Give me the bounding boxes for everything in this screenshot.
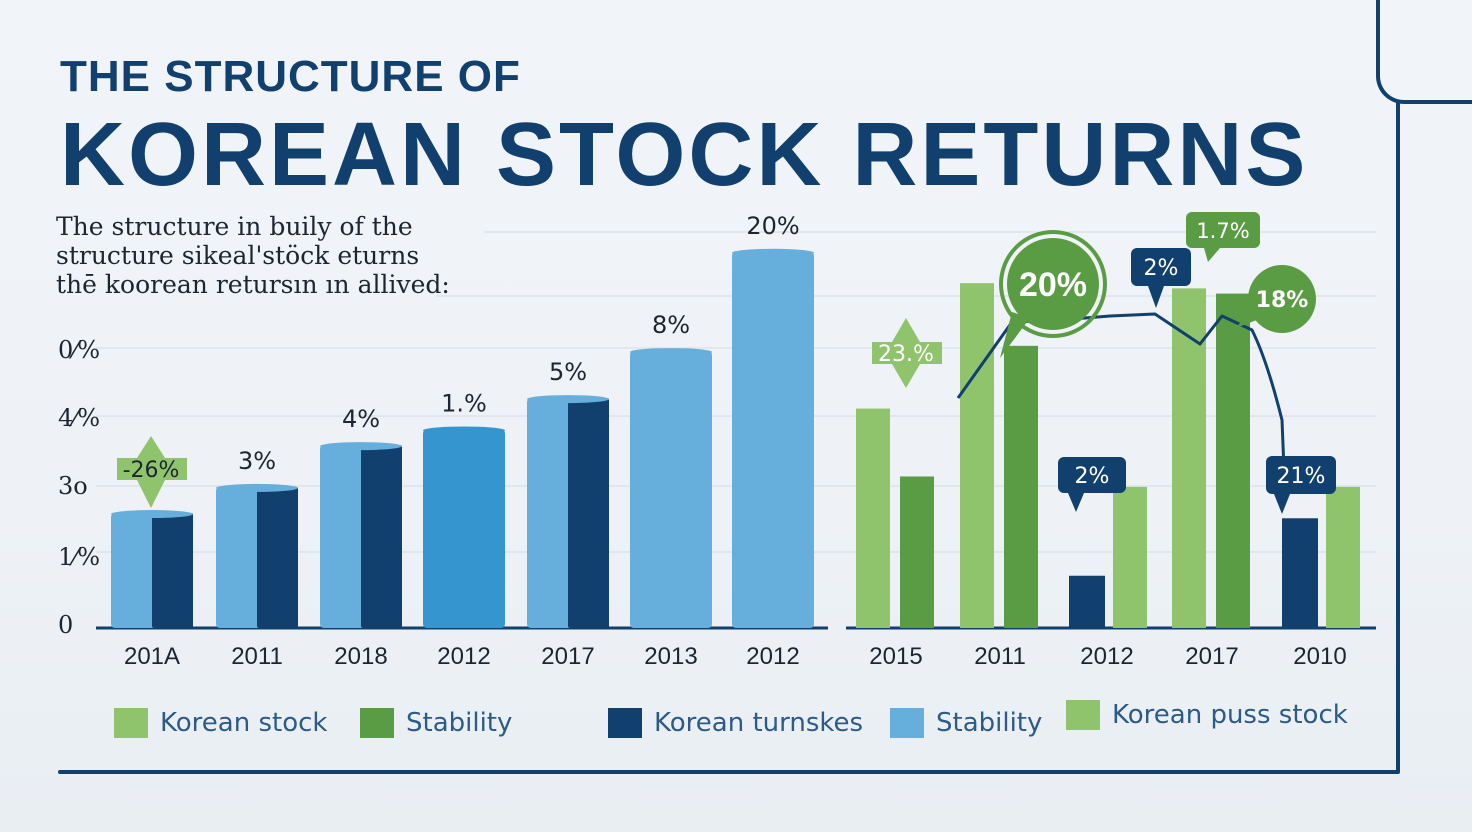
- left-bar-korean-turnskes: [152, 513, 193, 628]
- subtitle-line-1: The structure in buily of the: [56, 212, 413, 241]
- right-category-label: 2015: [869, 643, 922, 670]
- right-data-label: 18%: [1256, 288, 1309, 313]
- left-category-label: 201A: [124, 643, 180, 670]
- left-bar-cap: [320, 442, 402, 451]
- right-bar-korean-stock: [856, 408, 890, 628]
- right-label-callout-tail: [1148, 286, 1164, 308]
- left-data-label: -26%: [123, 458, 180, 483]
- subtitle: The structure in buily of the structure …: [56, 212, 456, 299]
- y-tick-label: 1⁄%: [58, 543, 100, 571]
- left-data-label: 20%: [746, 212, 799, 240]
- right-bar-korean-turnskes: [1282, 518, 1318, 628]
- right-data-label: 23.%: [878, 342, 934, 367]
- right-label-callout-tail: [1274, 494, 1290, 514]
- right-category-label: 2011: [974, 643, 1026, 670]
- left-bar-cap: [111, 510, 193, 519]
- left-bar-cap: [527, 395, 609, 404]
- left-bar-stability: [630, 351, 712, 628]
- right-bar-korean-turnskes: [1069, 575, 1105, 628]
- left-category-label: 2018: [334, 643, 387, 670]
- left-bar-stability: [423, 429, 505, 628]
- left-data-label: 8%: [652, 311, 690, 339]
- left-category-label: 2013: [644, 643, 697, 670]
- right-label-bubble: [1248, 265, 1316, 333]
- right-label-callout: [1058, 457, 1126, 493]
- trend-line: [956, 312, 1286, 471]
- right-data-label: 1.7%: [1196, 219, 1249, 243]
- right-label-callout-tail: [1204, 248, 1220, 262]
- right-label-bubble-tail: [1000, 312, 1030, 358]
- y-tick-label: 0⁄%: [58, 336, 100, 364]
- right-data-label: 2%: [1144, 256, 1179, 281]
- right-label-bubble: [1007, 238, 1099, 330]
- left-bar-cap: [423, 426, 505, 435]
- right-data-label: 21%: [1277, 464, 1326, 489]
- right-bar-korean-stock: [1172, 288, 1206, 628]
- frame-corner-inner: [1380, 0, 1472, 100]
- right-label-callout: [1266, 456, 1336, 494]
- right-bar-stability: [900, 476, 934, 628]
- y-tick-label: 3o: [58, 472, 88, 500]
- right-bar-korean-puss-stock: [1326, 486, 1360, 628]
- left-category-label: 2011: [231, 643, 283, 670]
- left-bar-stability: [732, 251, 814, 629]
- subtitle-line-2: structure sikeal'stöck eturns: [56, 241, 420, 270]
- left-category-label: 2017: [541, 643, 594, 670]
- left-bar-cap: [630, 348, 712, 357]
- left-first-label-arrow: [117, 436, 187, 508]
- right-category-label: 2010: [1293, 643, 1346, 670]
- right-data-label: 2%: [1075, 464, 1110, 489]
- right-category-label: 2017: [1185, 643, 1238, 670]
- title-line-2: KOREAN STOCK RETURNS: [60, 105, 1309, 205]
- right-bar-stability: [1216, 293, 1250, 628]
- left-data-label: 4%: [342, 405, 380, 433]
- frame-line-bottom: [58, 770, 1400, 774]
- left-bar-korean-turnskes: [361, 445, 402, 628]
- left-data-label: 5%: [549, 358, 587, 386]
- right-label-bubble-tail: [1236, 310, 1262, 328]
- left-data-label: 1.%: [441, 389, 487, 417]
- left-category-label: 2012: [746, 643, 799, 670]
- frame-line-right: [1396, 100, 1400, 772]
- right-category-label: 2012: [1080, 643, 1133, 670]
- right-label-arrow: [872, 318, 942, 388]
- y-tick-label: 0: [58, 611, 73, 639]
- subtitle-line-3: thē koorean retursın ın allived:: [56, 270, 450, 299]
- left-data-label: 3%: [238, 447, 276, 475]
- right-bar-korean-stock: [960, 283, 994, 628]
- left-bar-cap: [732, 248, 814, 257]
- right-data-label: 20%: [1019, 266, 1087, 304]
- y-tick-label: 4⁄%: [58, 404, 100, 432]
- right-bar-korean-puss-stock: [1113, 486, 1147, 628]
- title-line-1: THE STRUCTURE OF: [60, 52, 521, 101]
- right-label-callout-tail: [1068, 493, 1084, 512]
- right-label-callout: [1131, 248, 1191, 286]
- right-bar-stability: [1004, 345, 1038, 628]
- left-bar-korean-turnskes: [257, 486, 298, 628]
- left-bar-korean-turnskes: [568, 398, 609, 628]
- right-label-callout: [1186, 212, 1260, 248]
- left-category-label: 2012: [437, 643, 490, 670]
- right-label-bubble-ring: [999, 230, 1107, 338]
- left-bar-cap: [216, 483, 298, 492]
